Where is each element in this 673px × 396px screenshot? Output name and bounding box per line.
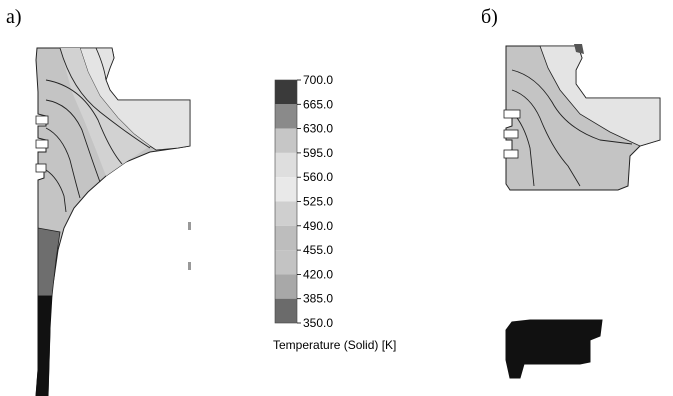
piston-b-cold-piece bbox=[505, 319, 603, 379]
panel-b-label: б) bbox=[481, 6, 498, 28]
legend-band bbox=[275, 128, 297, 153]
legend-tick-label: 350.0 bbox=[303, 316, 333, 330]
legend-tick-label: 420.0 bbox=[303, 267, 333, 281]
piston-b-ring-grooves bbox=[503, 109, 521, 159]
piston-a-edge-mark-1 bbox=[188, 222, 191, 230]
piston-b-hot-zone bbox=[539, 45, 661, 147]
legend-band bbox=[275, 177, 297, 202]
legend-band bbox=[275, 80, 297, 105]
legend-tick-label: 665.0 bbox=[303, 97, 333, 111]
piston-a-cold-zone bbox=[35, 295, 53, 396]
legend-tick-label: 630.0 bbox=[303, 122, 333, 136]
legend-band bbox=[275, 298, 297, 323]
legend-tick-label: 490.0 bbox=[303, 219, 333, 233]
panel-a-label: а) bbox=[6, 6, 22, 28]
piston-section-a bbox=[35, 47, 191, 396]
legend-tick-label: 595.0 bbox=[303, 146, 333, 160]
legend-tick-labels: 700.0 665.0 630.0 595.0 560.0 525.0 490.0 455.0… bbox=[297, 73, 333, 330]
legend-title: Temperature (Solid) [K] bbox=[273, 338, 397, 352]
legend-tick-label: 525.0 bbox=[303, 195, 333, 209]
legend-band bbox=[275, 201, 297, 226]
piston-a-warm-zone bbox=[60, 48, 150, 176]
piston-a-hot-zone bbox=[79, 47, 191, 151]
legend-tick-label: 700.0 bbox=[303, 73, 333, 87]
legend-band bbox=[275, 152, 297, 178]
legend-band bbox=[275, 104, 297, 129]
piston-b-top-mark bbox=[574, 44, 584, 54]
legend-tick-label: 560.0 bbox=[303, 170, 333, 184]
legend-tick-label: 455.0 bbox=[303, 243, 333, 257]
piston-a-edge-mark-2 bbox=[188, 262, 191, 270]
piston-section-b bbox=[503, 44, 661, 379]
piston-a-cool-zone bbox=[37, 227, 61, 297]
legend-tick-label: 385.0 bbox=[303, 292, 333, 306]
legend-band bbox=[275, 250, 297, 275]
legend-band bbox=[275, 274, 297, 299]
piston-a-ring-grooves bbox=[35, 115, 49, 173]
legend-band bbox=[275, 225, 297, 251]
legend-color-bar bbox=[274, 79, 298, 324]
piston-a-contours bbox=[45, 47, 151, 213]
